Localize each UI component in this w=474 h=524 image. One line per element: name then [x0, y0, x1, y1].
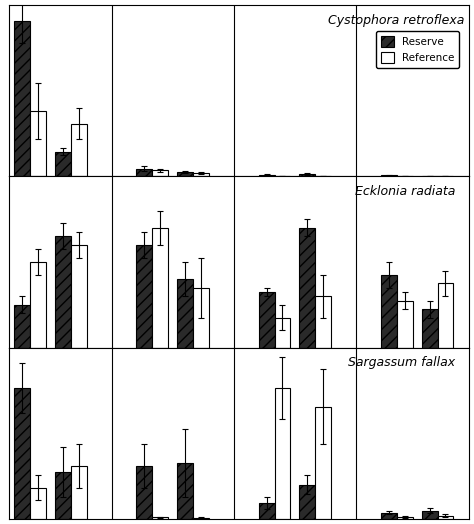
Text: 1992: 1992	[269, 185, 296, 195]
Text: 1992: 1992	[25, 356, 51, 366]
Bar	[71, 124, 87, 177]
Bar	[30, 488, 46, 519]
Text: 1997: 1997	[65, 356, 92, 366]
Text: Cystophora retroflexa: Cystophora retroflexa	[328, 14, 465, 27]
Bar	[193, 518, 209, 519]
Bar	[315, 407, 331, 519]
Bar	[274, 318, 291, 347]
Bar	[381, 176, 397, 177]
Bar	[55, 472, 71, 519]
Text: Ninepin Pt: Ninepin Pt	[276, 209, 330, 219]
Bar	[177, 279, 193, 347]
Text: Governor I.: Governor I.	[396, 209, 454, 219]
Text: Sargassum fallax: Sargassum fallax	[348, 356, 456, 369]
Text: Tinderbox: Tinderbox	[155, 209, 207, 219]
Text: 1993: 1993	[392, 185, 418, 195]
Text: Maria I.: Maria I.	[39, 209, 78, 219]
Bar	[397, 301, 413, 347]
Text: Tinderbox: Tinderbox	[155, 380, 207, 390]
Bar	[300, 228, 315, 347]
Bar	[422, 309, 438, 347]
Bar	[177, 463, 193, 519]
Text: Maria I.: Maria I.	[39, 380, 78, 390]
Text: 1992: 1992	[147, 185, 173, 195]
Bar	[137, 169, 152, 177]
Bar	[193, 288, 209, 347]
Bar	[30, 111, 46, 177]
Bar	[152, 517, 168, 519]
Bar	[438, 283, 454, 347]
Legend: Reserve, Reference: Reserve, Reference	[376, 31, 459, 68]
Bar	[397, 517, 413, 519]
Bar	[152, 170, 168, 177]
Text: 1992: 1992	[269, 356, 296, 366]
Bar	[137, 466, 152, 519]
Text: 1997: 1997	[310, 185, 337, 195]
Bar	[259, 503, 274, 519]
Text: 1997: 1997	[188, 356, 214, 366]
Bar	[137, 245, 152, 347]
Bar	[14, 305, 30, 347]
Text: 1997: 1997	[188, 185, 214, 195]
Text: Ecklonia radiata: Ecklonia radiata	[355, 185, 456, 198]
Bar	[300, 485, 315, 519]
Bar	[438, 516, 454, 519]
Bar	[300, 174, 315, 177]
Bar	[71, 245, 87, 347]
Bar	[315, 296, 331, 347]
Text: 1997: 1997	[432, 185, 459, 195]
Bar	[30, 262, 46, 347]
Text: 1997: 1997	[432, 356, 459, 366]
Bar	[422, 511, 438, 519]
Text: 1993: 1993	[392, 356, 418, 366]
Bar	[152, 228, 168, 347]
Bar	[14, 388, 30, 519]
Bar	[55, 236, 71, 347]
Text: 1997: 1997	[310, 356, 337, 366]
Bar	[274, 388, 291, 519]
Bar	[259, 175, 274, 177]
Bar	[14, 21, 30, 177]
Bar	[71, 466, 87, 519]
Bar	[177, 172, 193, 177]
Text: 1997: 1997	[65, 185, 92, 195]
Text: 1992: 1992	[147, 356, 173, 366]
Text: Governor I.: Governor I.	[396, 380, 454, 390]
Bar	[259, 292, 274, 347]
Bar	[381, 512, 397, 519]
Text: Ninepin Pt: Ninepin Pt	[276, 380, 330, 390]
Bar	[381, 275, 397, 347]
Bar	[193, 173, 209, 177]
Text: 1992: 1992	[25, 185, 51, 195]
Bar	[55, 151, 71, 177]
